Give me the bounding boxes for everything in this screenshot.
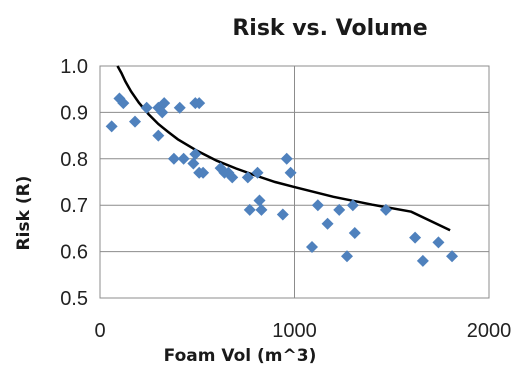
data-point [446,250,459,263]
gridlines [99,65,490,299]
x-axis-ticks: 0 1000 2000 [94,320,511,342]
data-point [167,152,180,165]
data-point [321,217,334,230]
data-point [416,254,429,267]
chart-title: Risk vs. Volume [232,16,427,41]
x-axis-label: Foam Vol (m^3) [164,346,317,366]
y-tick-label: 0.5 [60,288,88,310]
data-point [333,203,346,216]
data-point [177,152,190,165]
data-point [341,250,354,263]
data-point [284,166,297,179]
data-point [409,231,422,244]
data-point [348,227,361,240]
y-axis-label: Risk (R) [14,176,34,251]
y-tick-label: 1.0 [60,56,88,78]
data-point [105,120,118,133]
data-point [117,97,130,110]
data-point [158,97,171,110]
data-point [241,171,254,184]
data-point [253,194,266,207]
x-tick-label: 0 [94,320,105,342]
data-point [306,240,319,253]
y-tick-label: 0.8 [60,149,88,171]
data-point [140,101,153,114]
y-tick-label: 0.7 [60,195,88,217]
data-point [189,148,202,161]
data-point [432,236,445,249]
y-axis-ticks: 0.5 0.6 0.7 0.8 0.9 1.0 [60,56,88,310]
y-tick-label: 0.6 [60,242,88,264]
data-point [187,157,200,170]
data-point [173,101,186,114]
data-point [197,166,210,179]
x-tick-label: 2000 [467,320,512,342]
data-points [105,92,459,267]
data-point [311,199,324,212]
data-point [255,203,268,216]
data-point [346,199,359,212]
data-point [193,97,206,110]
plot-area [99,65,490,299]
data-point [152,129,165,142]
data-point [129,115,142,128]
data-point [251,166,264,179]
data-point [276,208,289,221]
data-point [226,171,239,184]
y-tick-label: 0.9 [60,102,88,124]
x-tick-label: 1000 [272,320,317,342]
data-point [379,203,392,216]
data-point [156,106,169,119]
data-point [243,203,256,216]
data-point [280,152,293,165]
